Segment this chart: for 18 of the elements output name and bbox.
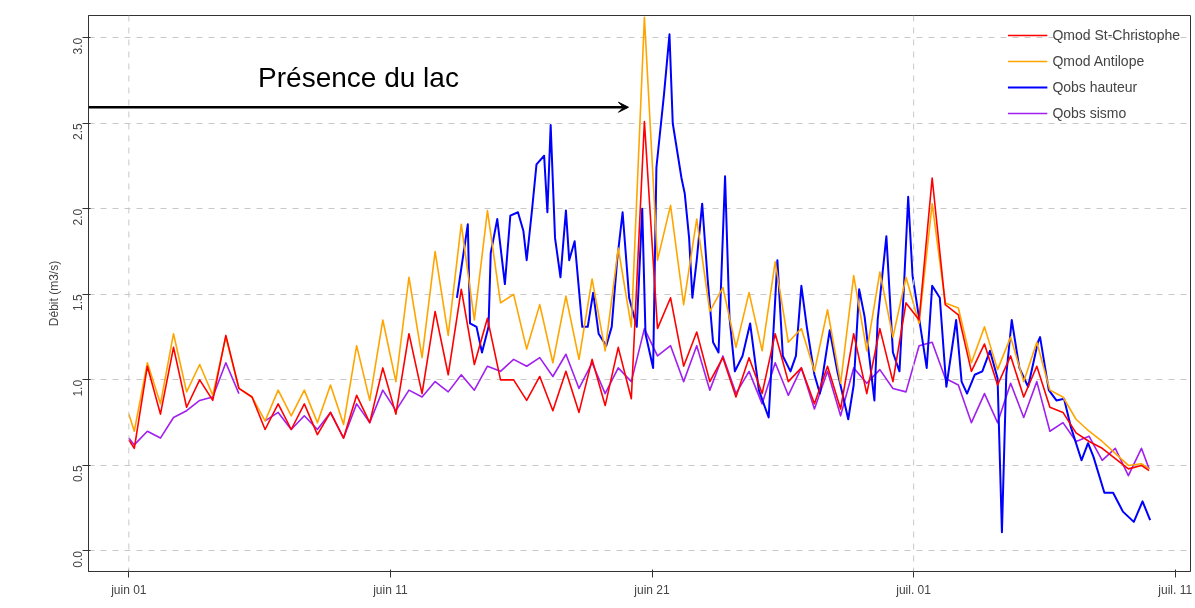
y-tick-label: 2.5 <box>71 122 85 140</box>
y-tick-label: 1.5 <box>71 294 85 312</box>
annotation: Présence du lac <box>258 62 459 94</box>
x-tick-label: juil. 11 <box>1157 582 1193 597</box>
legend-label: Qobs hauteur <box>1052 79 1138 95</box>
x-tick-label: juil. 01 <box>895 582 932 597</box>
x-tick-label: juin 11 <box>372 582 408 597</box>
y-tick-label: 0.5 <box>71 465 85 483</box>
y-tick-label: 1.0 <box>71 379 85 397</box>
y-tick-label: 3.0 <box>71 37 85 55</box>
legend-label: Qobs sismo <box>1052 105 1127 121</box>
y-tick-label: 0.0 <box>71 550 85 568</box>
y-tick-label: 2.0 <box>71 208 85 226</box>
legend-label: Qmod Antilope <box>1052 53 1145 69</box>
y-axis-title: Débit (m3/s) <box>46 260 61 327</box>
x-tick-label: juin 01 <box>110 582 147 597</box>
x-tick-label: juin 21 <box>633 582 671 597</box>
legend-label: Qmod St-Christophe <box>1052 27 1180 43</box>
